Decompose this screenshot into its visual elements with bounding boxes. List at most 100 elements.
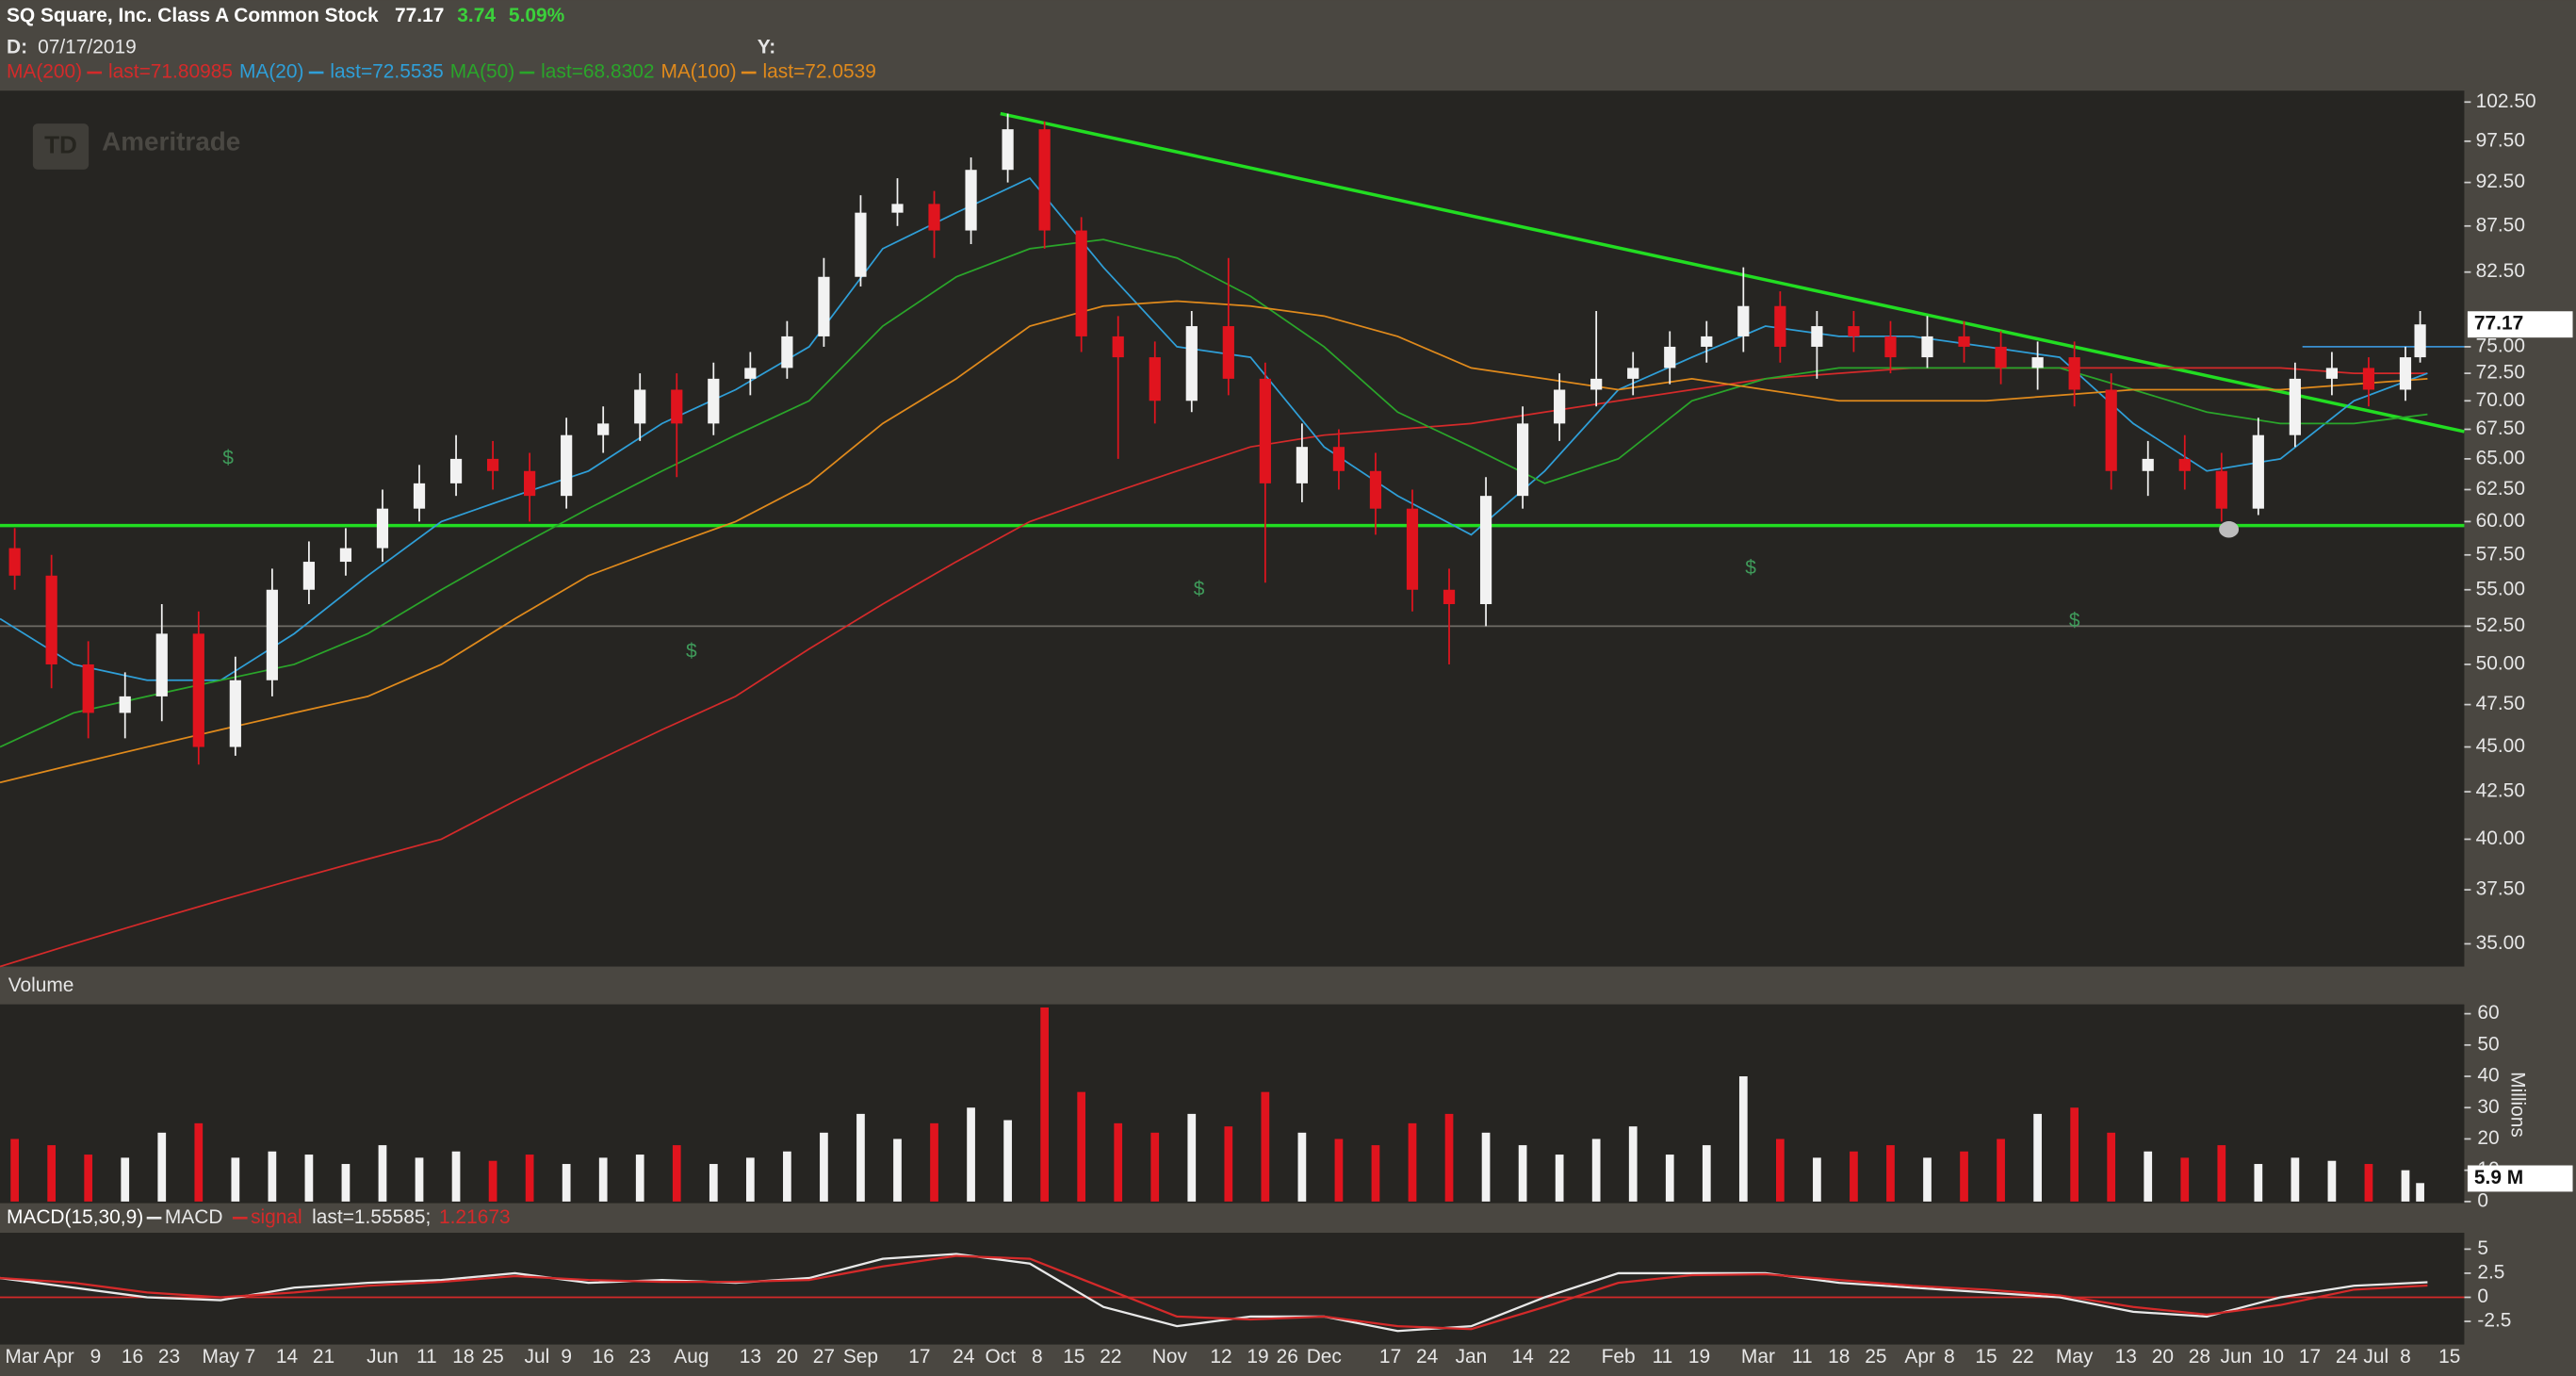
candle-body [8,548,21,576]
x-tick-label: 18 [1828,1346,1850,1368]
last-price-label: 77.17 [2474,313,2523,335]
x-tick-label: 10 [2262,1346,2284,1368]
dividend-marker: $ [1745,557,1756,579]
volume-bar [1960,1151,1968,1202]
y-tick-label: -2.5 [2477,1310,2511,1332]
volume-bar [1444,1113,1454,1202]
volume-bar [1813,1157,1821,1202]
legend-last: last=71.80985 [108,61,233,83]
volume-bar [157,1132,167,1202]
y-tick-label: 65.00 [2476,447,2525,468]
volume-bar [820,1132,828,1202]
x-tick-label: 15 [2438,1346,2460,1368]
volume-bar [1702,1145,1711,1202]
volume-bar [47,1145,57,1202]
volume-bar [84,1155,93,1202]
y-tick-label: 75.00 [2476,335,2525,356]
candle-body [2325,368,2339,379]
volume-bar [231,1157,240,1202]
x-tick-label: 7 [245,1346,256,1368]
candle-body [1002,129,1014,171]
candle-body [744,368,757,379]
legend-name: MACD [165,1206,223,1228]
candle-body [2399,357,2412,390]
candle-body [1921,336,1933,358]
title: SQ Square, Inc. Class A Common Stock [7,5,379,26]
volume-bar [525,1155,534,1202]
y-tick-label: 57.50 [2476,543,2525,565]
candle-body [1296,447,1308,483]
x-tick-label: 16 [593,1346,614,1368]
volume-bar [488,1160,497,1202]
candle-body [449,458,463,483]
volume-bar [194,1122,204,1202]
y-tick-label: 50.00 [2476,652,2525,674]
candle-body [2362,368,2375,390]
volume-bar [1850,1151,1858,1202]
volume-bar [1077,1091,1086,1202]
volume-bar [1481,1132,1491,1202]
x-tick-label: Nov [1152,1346,1188,1368]
candle-body [2289,378,2301,435]
x-tick-label: 8 [1032,1346,1043,1368]
x-tick-label: 27 [813,1346,835,1368]
candle-body [155,633,168,696]
candle-body [1222,326,1234,379]
y-tick-label: 62.50 [2476,478,2525,500]
volume-bar [1114,1122,1123,1202]
y-tick-label: 0 [2477,1286,2488,1307]
volume-bar [1628,1126,1638,1202]
candle-body [2068,357,2080,390]
candle-body [2215,470,2227,509]
dividend-marker: $ [2069,610,2080,631]
y-tick-label: 0 [2477,1189,2488,1211]
x-tick-label: 24 [2336,1346,2358,1368]
legend-last: 1.21673 [439,1206,511,1228]
volume-bar [1886,1145,1895,1202]
y-tick-label: 60 [2477,1002,2499,1024]
candle-body [1995,346,2007,369]
x-tick-label: Aug [674,1346,709,1368]
volume-bar [709,1164,718,1202]
trendline [1000,111,2465,434]
volume-bar [378,1145,387,1202]
x-tick-label: 15 [1063,1346,1084,1368]
volume-bar [1738,1076,1748,1202]
y-tick-label: 82.50 [2476,260,2525,282]
candle-body [965,170,977,231]
watermark: Ameritrade [102,126,240,156]
legend-last: last=72.0539 [763,61,876,83]
volume-bar [1591,1138,1601,1202]
x-tick-label: 14 [1511,1346,1534,1368]
x-tick-label: Sep [843,1346,878,1368]
y-tick-label: 70.00 [2476,389,2525,411]
y-tick-label: 47.50 [2476,693,2525,714]
y-label: Y: [758,36,775,57]
volume-bar [783,1151,791,1202]
legend-last: last=1.55585; [312,1206,431,1228]
x-tick-label: 24 [953,1346,975,1368]
dividend-marker: $ [1194,578,1205,599]
legend-name: signal [251,1206,302,1228]
x-tick-label: Jun [2221,1346,2253,1368]
volume-bar [1555,1155,1564,1202]
legend-name: MA(200) [7,61,82,83]
volume-bar [1150,1132,1160,1202]
x-tick-label: 25 [481,1346,503,1368]
volume-bar [1003,1120,1012,1202]
volume-last-tag [2467,1165,2573,1192]
dividend-marker: $ [686,640,697,662]
candle-body [2178,458,2191,471]
x-tick-label: 28 [2189,1346,2210,1368]
x-tick-label: 11 [1653,1346,1673,1368]
x-tick-label: 16 [122,1346,143,1368]
volume-bar [1775,1138,1785,1202]
candle-body [1112,336,1124,358]
volume-bar [2033,1113,2042,1202]
y-tick-label: 50 [2477,1033,2499,1055]
volume-bar [635,1155,644,1202]
volume-bar [1997,1138,2005,1202]
x-tick-label: 23 [158,1346,180,1368]
logo-box [32,123,90,170]
y-tick-label: 20 [2477,1127,2499,1149]
